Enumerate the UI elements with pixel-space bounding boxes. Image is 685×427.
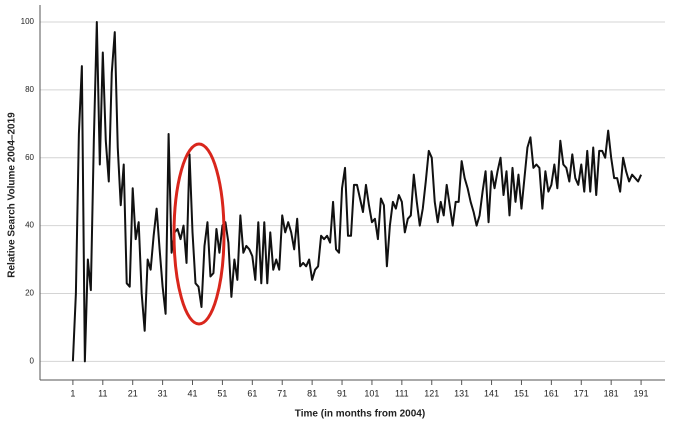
- x-tick-label: 181: [604, 388, 619, 398]
- x-tick-label: 101: [364, 388, 379, 398]
- x-tick-label: 141: [484, 388, 499, 398]
- x-tick-label: 161: [544, 388, 559, 398]
- y-tick-label: 60: [25, 153, 34, 162]
- y-axis-title: Relative Search Volume 2004–2019: [7, 112, 18, 278]
- x-tick-label: 171: [574, 388, 589, 398]
- y-tick-label: 40: [25, 221, 34, 230]
- highlight-ellipse: [172, 142, 226, 326]
- x-tick-label: 41: [188, 388, 198, 398]
- data-line: [71, 20, 642, 363]
- x-tick-label: 111: [395, 388, 409, 398]
- x-tick-label: 31: [158, 388, 168, 398]
- y-tick-label: 80: [25, 85, 34, 94]
- x-tick-label: 1: [70, 388, 75, 398]
- x-tick-label: 61: [247, 388, 257, 398]
- plot: [71, 20, 642, 363]
- x-tick-label: 51: [217, 388, 227, 398]
- x-axis-title: Time (in months from 2004): [295, 409, 425, 420]
- y-tick-label: 100: [21, 17, 35, 26]
- x-tick-label: 91: [337, 388, 347, 398]
- x-tick-label: 191: [634, 388, 649, 398]
- y-tick-label: 0: [30, 356, 35, 365]
- x-tick-label: 151: [514, 388, 529, 398]
- x-tick-label: 21: [128, 388, 138, 398]
- y-tick-label: 20: [25, 289, 34, 298]
- x-tick-label: 81: [307, 388, 317, 398]
- x-tick-label: 11: [98, 388, 107, 398]
- x-tick-label: 131: [454, 388, 469, 398]
- x-tick-label: 121: [424, 388, 439, 398]
- x-tick-label: 71: [277, 388, 287, 398]
